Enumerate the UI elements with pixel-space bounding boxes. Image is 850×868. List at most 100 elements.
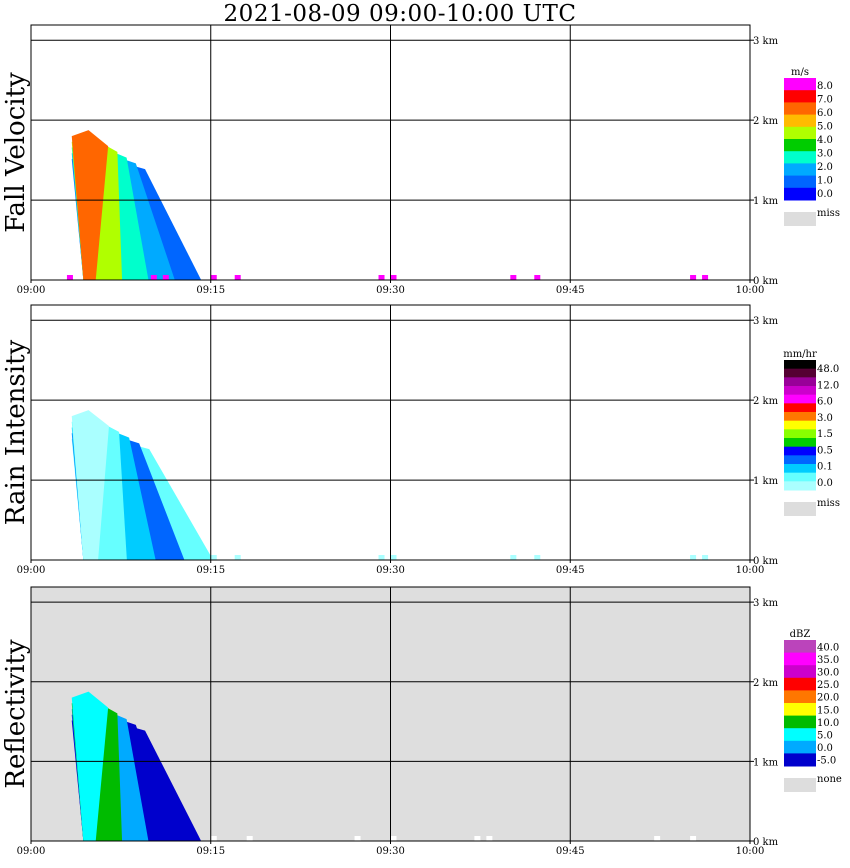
surface-echo — [534, 555, 541, 560]
legend-label: 3.0 — [817, 413, 833, 424]
surface-echo — [66, 275, 73, 280]
legend-unit: mm/hr — [783, 349, 817, 360]
x-tick-label: 09:30 — [376, 846, 405, 857]
legend-label: 5.0 — [817, 731, 833, 742]
legend-label: 6.0 — [817, 397, 833, 408]
x-tick-label: 10:00 — [736, 565, 765, 576]
legend-label: 4.0 — [817, 135, 833, 146]
legend-swatch — [784, 102, 816, 116]
legend-swatch — [784, 677, 816, 691]
x-tick-label: 09:00 — [17, 846, 46, 857]
precip-echo-band — [71, 691, 109, 841]
surface-echo — [534, 275, 541, 280]
x-tick-label: 09:45 — [556, 565, 585, 576]
surface-echo — [654, 836, 661, 841]
legend-swatch — [784, 386, 816, 396]
x-tick-label: 09:30 — [376, 285, 405, 296]
panel-ylabel: Reflectivity — [1, 639, 31, 788]
legend-swatch — [784, 429, 816, 439]
y-tick-label: 0 km — [753, 276, 779, 287]
legend-swatch — [784, 481, 816, 491]
chart-title: 2021-08-09 09:00-10:00 UTC — [223, 1, 577, 27]
surface-echo — [702, 275, 709, 280]
legend-swatch — [784, 446, 816, 456]
surface-echo — [354, 836, 361, 841]
legend-label: 25.0 — [817, 680, 839, 691]
legend-swatch — [784, 151, 816, 164]
y-tick-label: 1 km — [753, 476, 779, 487]
surface-echo — [390, 836, 397, 841]
legend-swatch — [784, 403, 816, 413]
legend-label: 10.0 — [817, 718, 839, 729]
panel-ylabel: Rain Intensity — [1, 339, 31, 525]
x-tick-label: 09:00 — [17, 285, 46, 296]
panel-rain-intensity: 09:00 09:15 09:30 09:45 10:000 km 1 km 2 km 3 k… — [1, 304, 840, 576]
legend-label: 0.5 — [817, 445, 833, 456]
surface-echo — [378, 275, 385, 280]
legend-label: 7.0 — [817, 94, 833, 105]
surface-echo — [510, 555, 517, 560]
surface-echo — [390, 555, 397, 560]
surface-echo — [210, 275, 217, 280]
legend-swatch — [784, 753, 816, 767]
surface-echo — [690, 275, 697, 280]
x-tick-label: 09:15 — [196, 285, 225, 296]
y-tick-label: 1 km — [753, 757, 779, 768]
y-tick-label: 3 km — [753, 598, 779, 609]
surface-echo — [234, 275, 241, 280]
legend-swatch — [784, 175, 816, 189]
legend-label: 0.0 — [817, 478, 833, 489]
surface-echo — [150, 275, 157, 280]
precip-echo-band — [71, 410, 109, 560]
legend-missing-label: miss — [817, 208, 840, 219]
legend-swatch — [784, 640, 816, 654]
precip-echo-band — [71, 130, 109, 280]
legend-label: 3.0 — [817, 149, 833, 160]
legend-swatch — [784, 420, 816, 430]
legend-swatch — [784, 163, 816, 177]
x-tick-label: 09:00 — [17, 565, 46, 576]
panel-reflectivity: 09:00 09:15 09:30 09:45 10:000 km 1 km 2 km 3 k… — [1, 586, 842, 857]
legend-label: 35.0 — [817, 655, 839, 666]
surface-echo — [510, 275, 517, 280]
x-tick-label: 09:15 — [196, 846, 225, 857]
legend-label: 8.0 — [817, 81, 833, 92]
legend-label: 1.5 — [817, 429, 833, 440]
legend-unit: m/s — [791, 67, 809, 78]
legend-missing-label: miss — [817, 498, 840, 509]
legend-swatch — [784, 360, 816, 370]
legend-label: 1.0 — [817, 176, 833, 187]
legend-swatch — [784, 377, 816, 387]
surface-echo — [210, 555, 217, 560]
y-tick-label: 3 km — [753, 36, 779, 47]
legend-label: 0.0 — [817, 189, 833, 200]
surface-echo — [390, 275, 397, 280]
panel-fall-velocity: 09:00 09:15 09:30 09:45 10:000 km 1 km 2 km 3 k… — [1, 24, 840, 296]
legend-swatch — [784, 438, 816, 448]
surface-echo — [474, 836, 481, 841]
x-tick-label: 09:30 — [376, 565, 405, 576]
legend-swatch — [784, 690, 816, 704]
y-tick-label: 0 km — [753, 837, 779, 848]
y-tick-label: 1 km — [753, 196, 779, 207]
x-tick-label: 09:45 — [556, 285, 585, 296]
legend-swatch — [784, 139, 816, 152]
surface-echo — [702, 555, 709, 560]
legend-swatch — [784, 728, 816, 742]
legend-unit: dBZ — [790, 629, 811, 640]
y-tick-label: 0 km — [753, 556, 779, 567]
legend-label: 30.0 — [817, 668, 839, 679]
legend-label: 40.0 — [817, 642, 839, 653]
surface-echo — [690, 836, 697, 841]
legend-label: 6.0 — [817, 108, 833, 119]
legend-missing-swatch — [784, 778, 816, 792]
surface-echo — [486, 836, 493, 841]
legend-swatch — [784, 703, 816, 717]
legend-missing-label: none — [817, 774, 842, 785]
legend-label: 48.0 — [817, 364, 839, 375]
x-tick-label: 09:45 — [556, 846, 585, 857]
legend-swatch — [784, 187, 816, 201]
x-tick-label: 10:00 — [736, 846, 765, 857]
surface-echo — [234, 555, 241, 560]
